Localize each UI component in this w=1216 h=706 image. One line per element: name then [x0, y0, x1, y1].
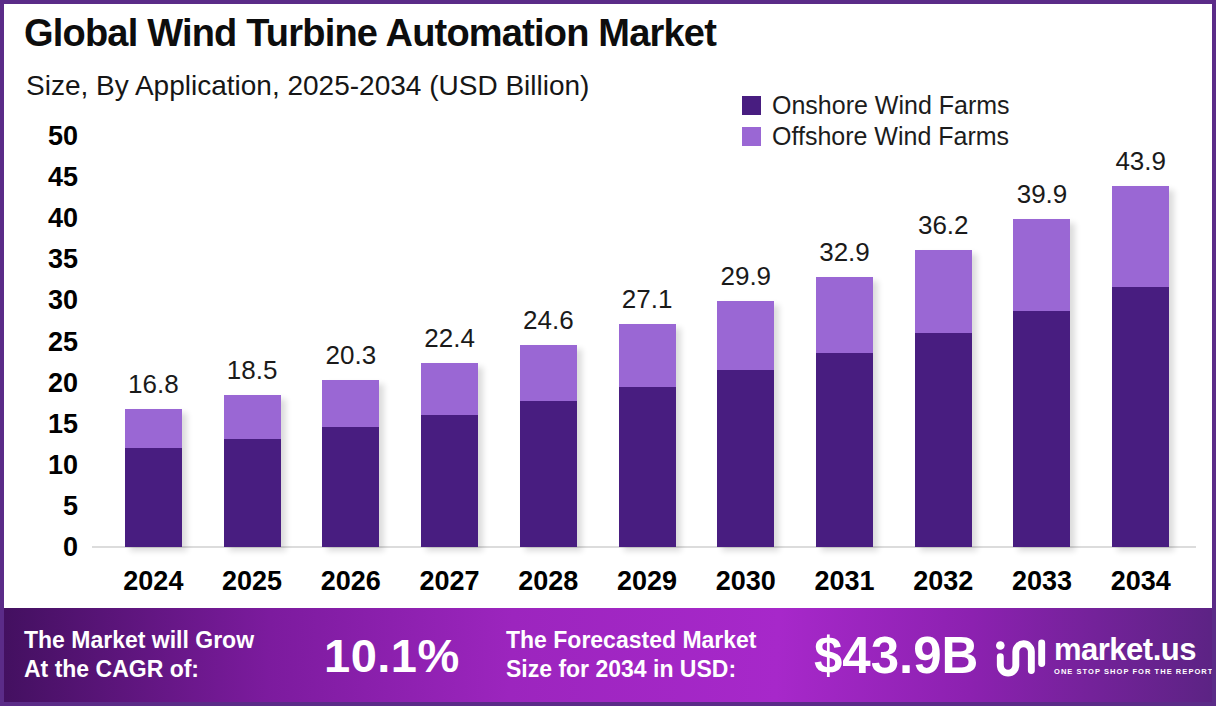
- x-tick-label: 2031: [795, 566, 894, 597]
- wind-turbine-market-infographic: Global Wind Turbine Automation Market Si…: [0, 0, 1216, 706]
- onshore-segment: [322, 427, 379, 547]
- x-tick-label: 2028: [499, 566, 598, 597]
- y-tick-label: 35: [4, 244, 78, 275]
- onshore-segment: [125, 448, 182, 547]
- stacked-bar-2025: [224, 395, 281, 547]
- marketus-wave-icon: [996, 631, 1046, 679]
- total-value-label: 16.8: [128, 369, 179, 400]
- total-value-label: 29.9: [720, 261, 771, 292]
- bar-slot-2033: 39.9: [993, 136, 1092, 547]
- total-value-label: 18.5: [227, 355, 278, 386]
- x-axis-labels: 2024202520262027202820292030203120322033…: [104, 566, 1190, 597]
- onshore-segment: [717, 370, 774, 547]
- total-value-label: 22.4: [424, 323, 475, 354]
- y-tick-label: 50: [4, 121, 78, 152]
- page-title: Global Wind Turbine Automation Market: [24, 12, 716, 55]
- stacked-bar-2034: [1112, 186, 1169, 547]
- y-tick-label: 30: [4, 285, 78, 316]
- stacked-bar-2027: [421, 363, 478, 547]
- y-tick-label: 15: [4, 408, 78, 439]
- stacked-bar-2029: [619, 324, 676, 547]
- bar-slot-2027: 22.4: [400, 136, 499, 547]
- bar-slot-2029: 27.1: [598, 136, 697, 547]
- offshore-segment: [224, 395, 281, 439]
- stacked-bar-2031: [816, 277, 873, 547]
- stacked-bar-2030: [717, 301, 774, 547]
- stacked-bar-2033: [1013, 219, 1070, 547]
- brand-tagline: ONE STOP SHOP FOR THE REPORTS: [1054, 667, 1216, 676]
- legend-item-onshore: Onshore Wind Farms: [742, 90, 1010, 121]
- forecast-value: $43.9B: [814, 626, 978, 685]
- forecast-caption-line1: The Forecasted Market: [506, 626, 757, 655]
- offshore-segment: [1112, 186, 1169, 287]
- y-tick-label: 20: [4, 367, 78, 398]
- offshore-segment: [125, 409, 182, 449]
- onshore-segment: [816, 353, 873, 547]
- onshore-segment: [224, 439, 281, 548]
- bar-plot-area: 16.8 18.5 20.3 22.4 24.6 27.1 29.9 32.9 36.2 39.9…: [104, 136, 1190, 547]
- bar-slot-2024: 16.8: [104, 136, 203, 547]
- offshore-segment: [915, 250, 972, 334]
- total-value-label: 24.6: [523, 305, 574, 336]
- stacked-bar-2032: [915, 250, 972, 547]
- brand-text: market.us ONE STOP SHOP FOR THE REPORTS: [1054, 635, 1216, 676]
- y-tick-label: 5: [4, 490, 78, 521]
- forecast-caption-line2: Size for 2034 in USD:: [506, 655, 757, 684]
- onshore-segment: [520, 401, 577, 547]
- offshore-segment: [717, 301, 774, 370]
- y-tick-label: 25: [4, 326, 78, 357]
- cagr-caption-line1: The Market will Grow: [24, 626, 254, 655]
- cagr-caption-line2: At the CAGR of:: [24, 655, 254, 684]
- y-tick-label: 0: [4, 532, 78, 563]
- brand-name: market.us: [1054, 635, 1216, 665]
- chart-subtitle: Size, By Application, 2025-2034 (USD Bil…: [26, 70, 589, 102]
- total-value-label: 43.9: [1115, 146, 1166, 177]
- total-value-label: 36.2: [918, 210, 969, 241]
- stacked-bar-2026: [322, 380, 379, 547]
- y-tick-label: 45: [4, 162, 78, 193]
- x-tick-label: 2029: [598, 566, 697, 597]
- y-tick-label: 10: [4, 449, 78, 480]
- x-tick-label: 2033: [993, 566, 1092, 597]
- offshore-segment: [816, 277, 873, 353]
- x-tick-label: 2026: [301, 566, 400, 597]
- onshore-swatch-icon: [742, 96, 761, 115]
- offshore-segment: [1013, 219, 1070, 311]
- x-tick-label: 2027: [400, 566, 499, 597]
- bar-slot-2031: 32.9: [795, 136, 894, 547]
- bar-slot-2032: 36.2: [894, 136, 993, 547]
- x-tick-label: 2034: [1091, 566, 1190, 597]
- cagr-caption: The Market will Grow At the CAGR of:: [24, 626, 254, 684]
- x-tick-label: 2030: [696, 566, 795, 597]
- bar-slot-2034: 43.9: [1091, 136, 1190, 547]
- x-tick-label: 2032: [894, 566, 993, 597]
- stacked-bar-2024: [125, 409, 182, 547]
- offshore-segment: [520, 345, 577, 401]
- bar-slot-2025: 18.5: [203, 136, 302, 547]
- y-tick-label: 40: [4, 203, 78, 234]
- footer-banner: The Market will Grow At the CAGR of: 10.…: [4, 608, 1212, 702]
- forecast-caption: The Forecasted Market Size for 2034 in U…: [506, 626, 757, 684]
- bar-slot-2030: 29.9: [696, 136, 795, 547]
- onshore-segment: [915, 333, 972, 547]
- total-value-label: 39.9: [1017, 179, 1068, 210]
- total-value-label: 20.3: [326, 340, 377, 371]
- bar-slot-2026: 20.3: [301, 136, 400, 547]
- stacked-bar-2028: [520, 345, 577, 547]
- legend-label: Onshore Wind Farms: [772, 91, 1010, 120]
- onshore-segment: [421, 415, 478, 547]
- offshore-segment: [322, 380, 379, 427]
- offshore-segment: [619, 324, 676, 387]
- brand-logo: market.us ONE STOP SHOP FOR THE REPORTS: [996, 631, 1216, 679]
- onshore-segment: [1013, 311, 1070, 547]
- x-tick-label: 2025: [203, 566, 302, 597]
- x-tick-label: 2024: [104, 566, 203, 597]
- offshore-segment: [421, 363, 478, 415]
- bar-slot-2028: 24.6: [499, 136, 598, 547]
- total-value-label: 27.1: [622, 284, 673, 315]
- total-value-label: 32.9: [819, 237, 870, 268]
- onshore-segment: [1112, 287, 1169, 547]
- onshore-segment: [619, 387, 676, 547]
- cagr-value: 10.1%: [324, 628, 460, 683]
